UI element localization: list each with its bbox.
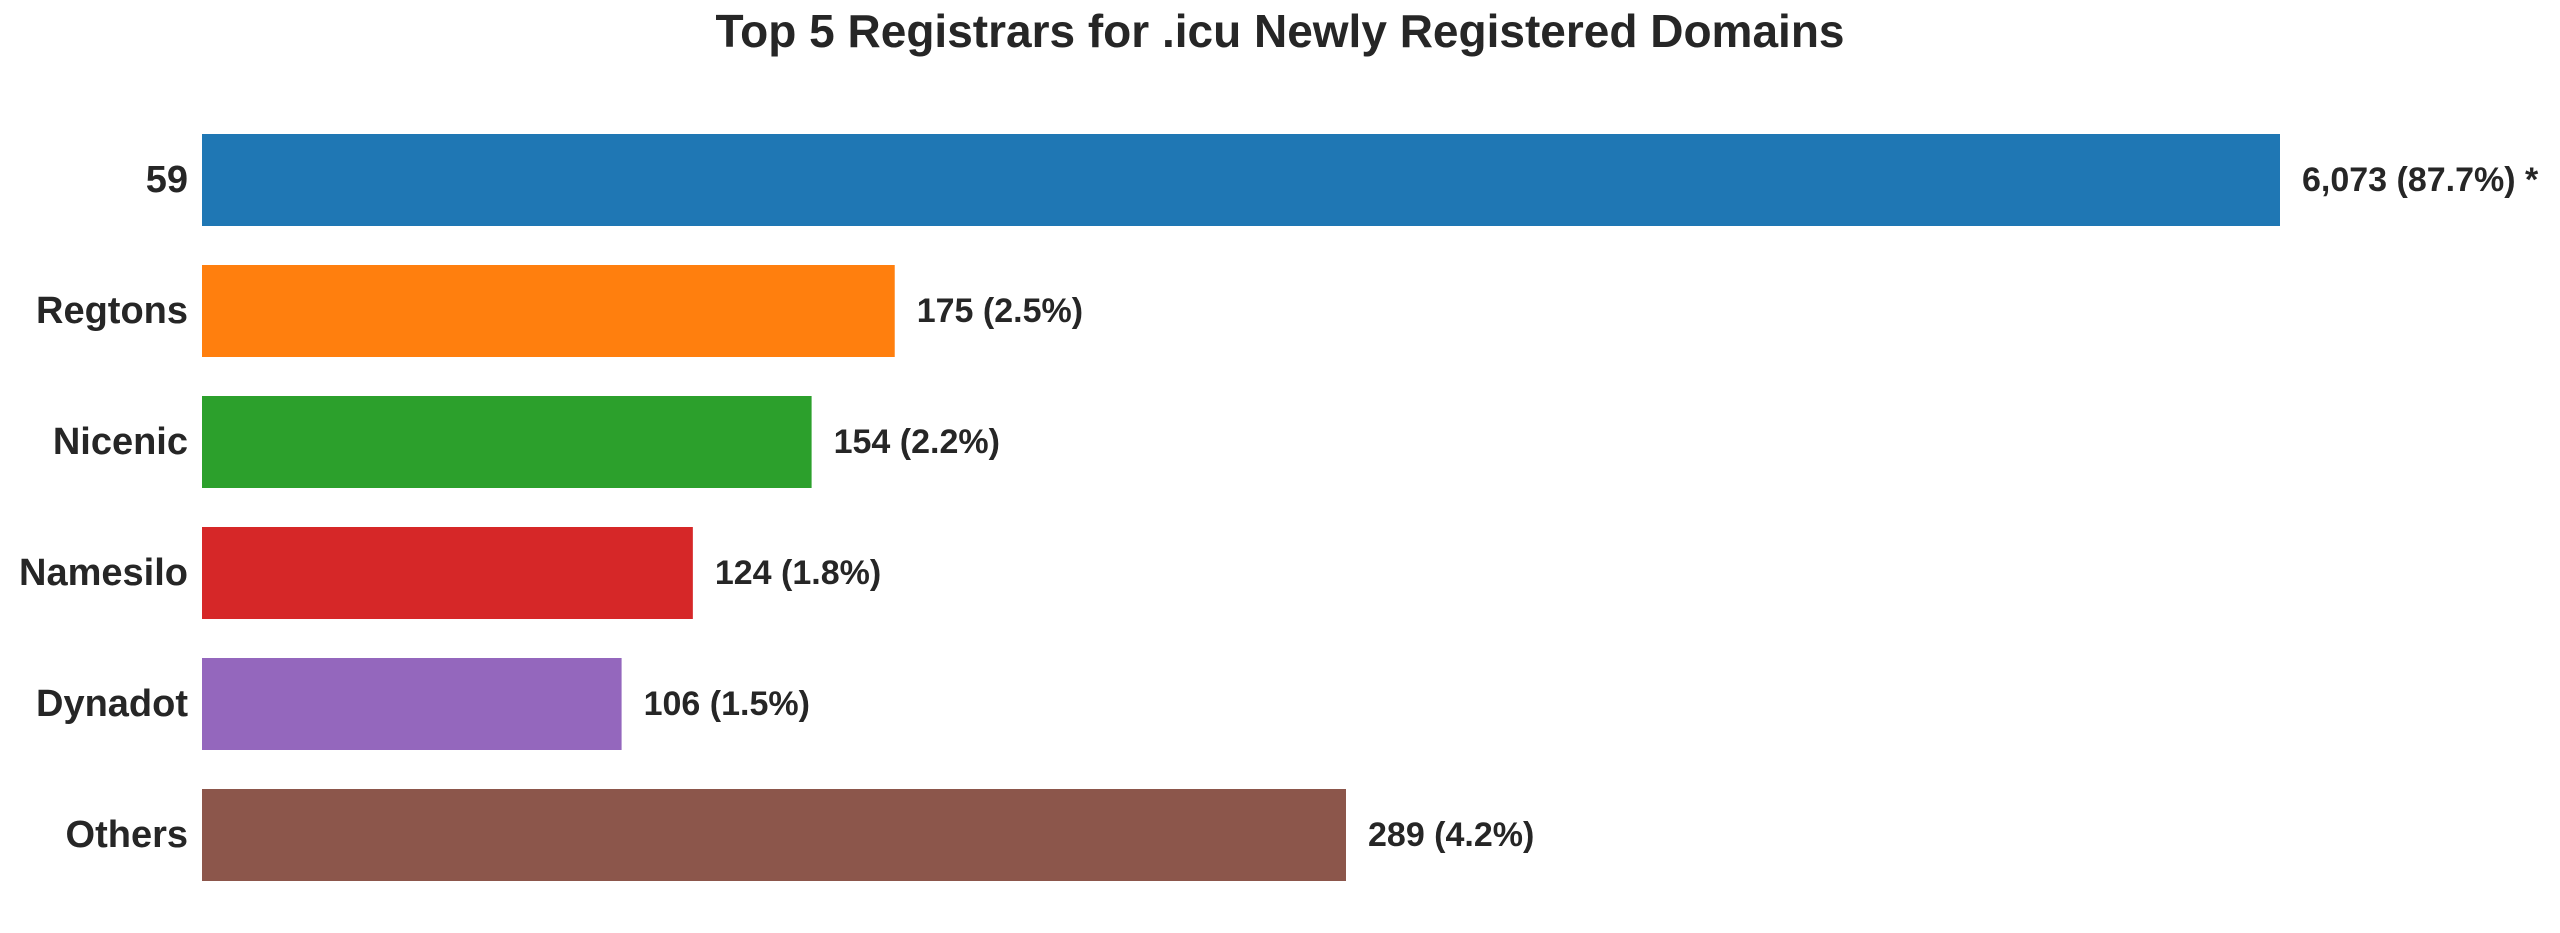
- y-tick-label-regtons: Regtons: [36, 290, 188, 332]
- bars-group: [202, 134, 2280, 881]
- data-labels-group: 6,073 (87.7%) * 175 (2.5%) 154 (2.2%) 124 (…: [644, 161, 2539, 854]
- y-tick-label-59: 59: [146, 159, 188, 201]
- bar-namesilo: [202, 527, 693, 619]
- y-tick-label-dynadot: Dynadot: [36, 683, 188, 725]
- data-label-regtons: 175 (2.5%): [917, 292, 1083, 330]
- bar-59: [202, 134, 2280, 226]
- bar-regtons: [202, 265, 895, 357]
- data-label-namesilo: 124 (1.8%): [715, 554, 881, 592]
- y-tick-label-nicenic: Nicenic: [53, 421, 188, 463]
- data-label-59: 6,073 (87.7%) *: [2302, 161, 2539, 199]
- data-label-others: 289 (4.2%): [1368, 816, 1534, 854]
- bar-dynadot: [202, 658, 622, 750]
- bar-others: [202, 789, 1346, 881]
- chart-title: Top 5 Registrars for .icu Newly Register…: [716, 5, 1845, 57]
- y-tick-label-others: Others: [66, 814, 188, 856]
- bar-nicenic: [202, 396, 812, 488]
- data-label-nicenic: 154 (2.2%): [834, 423, 1000, 461]
- y-tick-label-namesilo: Namesilo: [19, 552, 188, 594]
- y-tick-labels: 59 Regtons Nicenic Namesilo Dynadot Others: [19, 159, 188, 856]
- data-label-dynadot: 106 (1.5%): [644, 685, 810, 723]
